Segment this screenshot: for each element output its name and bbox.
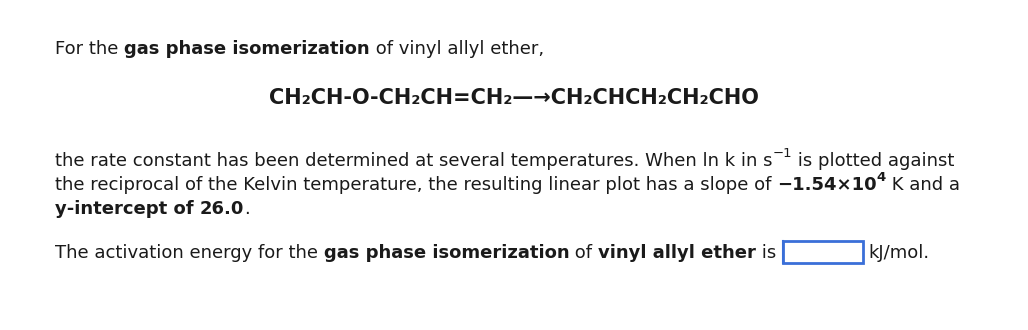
Text: y-intercept of: y-intercept of bbox=[56, 200, 199, 218]
Text: gas phase isomerization: gas phase isomerization bbox=[324, 244, 570, 262]
Text: For the: For the bbox=[56, 40, 124, 58]
Text: kJ/mol.: kJ/mol. bbox=[868, 244, 929, 262]
Text: of: of bbox=[570, 244, 598, 262]
Text: The activation energy for the: The activation energy for the bbox=[56, 244, 324, 262]
Text: of vinyl allyl ether,: of vinyl allyl ether, bbox=[370, 40, 544, 58]
Text: K and a: K and a bbox=[886, 176, 960, 194]
Text: is: is bbox=[756, 244, 782, 262]
Text: vinyl allyl ether: vinyl allyl ether bbox=[598, 244, 756, 262]
Text: 4: 4 bbox=[877, 171, 886, 184]
Text: gas phase isomerization: gas phase isomerization bbox=[124, 40, 370, 58]
Text: is plotted against: is plotted against bbox=[793, 152, 955, 170]
Text: 26.0: 26.0 bbox=[199, 200, 245, 218]
Text: −1: −1 bbox=[772, 147, 793, 160]
Text: −1.54×10: −1.54×10 bbox=[777, 176, 877, 194]
Text: the rate constant has been determined at several temperatures. When ln k in s: the rate constant has been determined at… bbox=[56, 152, 772, 170]
Text: .: . bbox=[245, 200, 250, 218]
Bar bbox=[783, 241, 862, 263]
Text: the reciprocal of the Kelvin temperature, the resulting linear plot has a slope : the reciprocal of the Kelvin temperature… bbox=[56, 176, 777, 194]
Text: CH₂CH-O-CH₂CH=CH₂—→CH₂CHCH₂CH₂CHO: CH₂CH-O-CH₂CH=CH₂—→CH₂CHCH₂CH₂CHO bbox=[269, 88, 759, 108]
